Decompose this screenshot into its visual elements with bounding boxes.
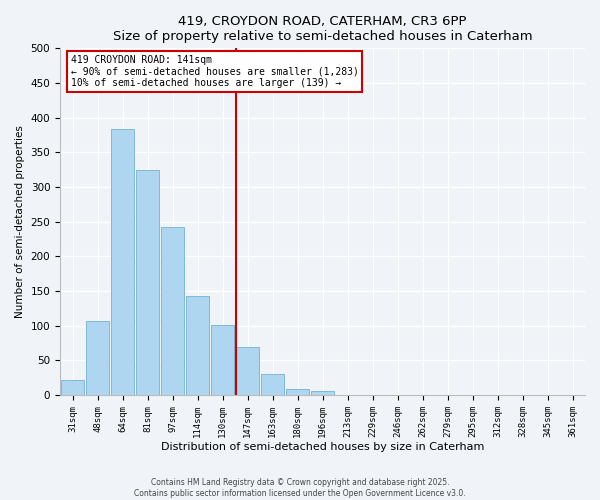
Bar: [86, 321, 109, 395]
Bar: [186, 296, 209, 395]
Bar: [136, 170, 159, 395]
Bar: [286, 390, 309, 395]
Bar: [311, 391, 334, 395]
Bar: [111, 130, 134, 395]
Y-axis label: Number of semi-detached properties: Number of semi-detached properties: [15, 125, 25, 318]
Bar: [61, 380, 84, 395]
Text: 419 CROYDON ROAD: 141sqm
← 90% of semi-detached houses are smaller (1,283)
10% o: 419 CROYDON ROAD: 141sqm ← 90% of semi-d…: [71, 56, 358, 88]
Title: 419, CROYDON ROAD, CATERHAM, CR3 6PP
Size of property relative to semi-detached : 419, CROYDON ROAD, CATERHAM, CR3 6PP Siz…: [113, 15, 532, 43]
Bar: [236, 347, 259, 395]
Bar: [211, 325, 234, 395]
Bar: [261, 374, 284, 395]
Text: Contains HM Land Registry data © Crown copyright and database right 2025.
Contai: Contains HM Land Registry data © Crown c…: [134, 478, 466, 498]
Bar: [161, 226, 184, 395]
X-axis label: Distribution of semi-detached houses by size in Caterham: Distribution of semi-detached houses by …: [161, 442, 484, 452]
